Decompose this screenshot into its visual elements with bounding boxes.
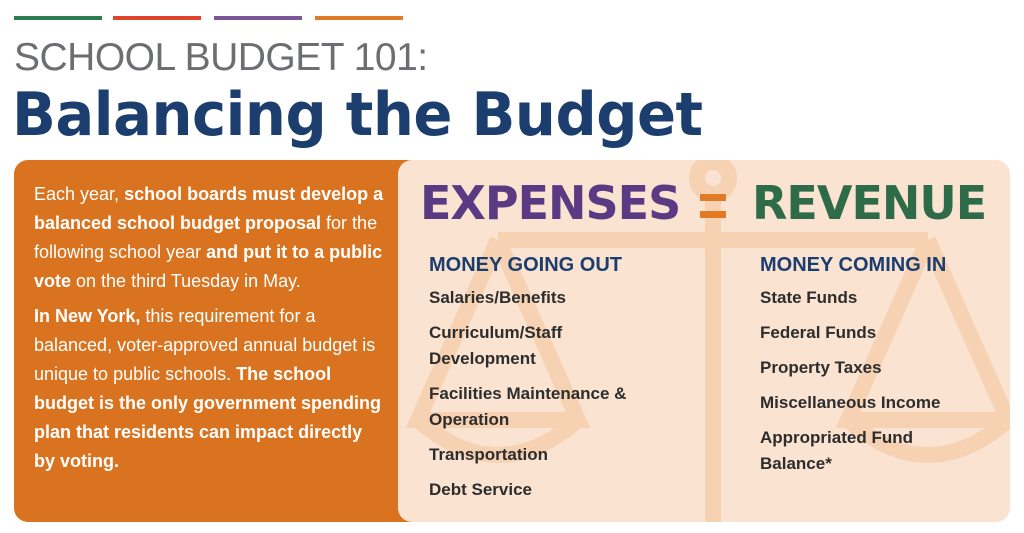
scale-watermark	[405, 160, 1010, 522]
intro-paragraph: In New York, this requirement for a bala…	[34, 302, 386, 476]
intro-text: Each year, school boards must develop a …	[34, 180, 386, 482]
title: Balancing the Budget	[12, 80, 703, 150]
column-item: Transportation	[429, 445, 549, 464]
column-item: Federal Funds	[760, 323, 877, 342]
revenue-column: MONEY COMING IN State Funds Federal Funds P…	[760, 254, 985, 486]
column-item: Curriculum/Staff Development	[429, 323, 563, 368]
intro-run: and put it to a public vote	[34, 242, 383, 291]
equation-left: EXPENSES	[420, 176, 681, 230]
equation-right: REVENUE	[752, 176, 987, 230]
column-item: Property Taxes	[760, 358, 882, 377]
intro-run: In New York,	[34, 306, 141, 326]
intro-run: for the following school year	[34, 213, 378, 262]
accent-bar	[214, 16, 302, 20]
accent-bar	[113, 16, 201, 20]
subtitle: SCHOOL BUDGET 101:	[14, 36, 428, 79]
intro-run: school boards must develop a balanced sc…	[34, 184, 384, 233]
column-item: State Funds	[760, 288, 858, 307]
expenses-column: MONEY GOING OUT Salaries/Benefits Curricul…	[429, 254, 654, 512]
column-heading: MONEY GOING OUT	[429, 254, 622, 276]
intro-paragraph: Each year, school boards must develop a …	[34, 180, 386, 296]
accent-bar	[14, 16, 102, 20]
intro-run: The school budget is the only government…	[34, 364, 382, 471]
intro-panel	[14, 160, 434, 522]
column-item: Debt Service	[429, 480, 532, 499]
column-item: Facilities Maintenance & Operation	[429, 384, 627, 429]
intro-run: this requirement for a balanced, voter-a…	[34, 306, 376, 384]
equals-sign	[700, 211, 726, 218]
accent-bar	[315, 16, 403, 20]
equals-sign	[700, 194, 726, 201]
budget-panel	[398, 160, 1010, 522]
column-item: Miscellaneous Income	[760, 393, 941, 412]
intro-run: Each year,	[34, 184, 125, 204]
column-heading: MONEY COMING IN	[760, 254, 947, 276]
intro-run: on the third Tuesday in May.	[71, 271, 301, 291]
column-item: Appropriated Fund Balance*	[760, 428, 913, 473]
column-item: Salaries/Benefits	[429, 288, 567, 307]
